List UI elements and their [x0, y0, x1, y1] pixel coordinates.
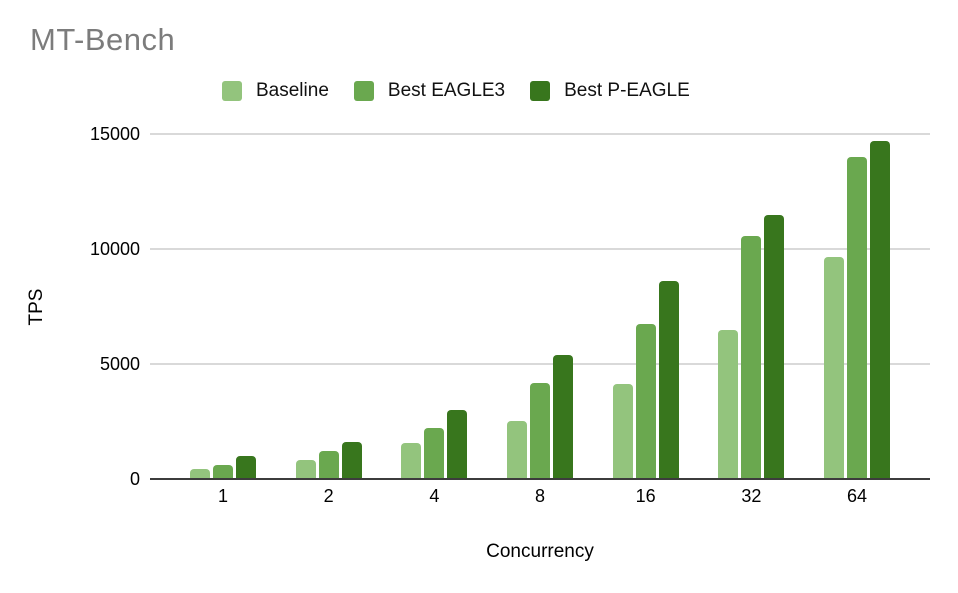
bar-baseline-x1: [190, 469, 210, 479]
legend-label: Best P-EAGLE: [564, 80, 690, 101]
x-tick-label-4: 4: [429, 486, 440, 506]
legend-item-best-eagle3: Best EAGLE3: [353, 80, 506, 102]
legend-swatch-icon: [530, 81, 551, 101]
bar-best-eagle3-x1: [213, 465, 233, 479]
bar-best-p-eagle-x32: [764, 215, 784, 479]
gridline-15000: [150, 133, 930, 135]
y-tick-label-15000: 15000: [89, 124, 140, 144]
legend-swatch-icon: [353, 81, 374, 101]
x-tick-label-8: 8: [534, 486, 545, 506]
bar-best-p-eagle-x8: [553, 355, 573, 479]
chart-title: MT-Bench: [30, 22, 176, 57]
bar-baseline-x4: [401, 443, 421, 479]
bar-baseline-x16: [613, 384, 633, 479]
y-tick-label-0: 0: [129, 469, 140, 489]
x-tick-label-64: 64: [847, 486, 868, 506]
legend-swatch-icon: [222, 81, 242, 101]
x-tick-label-1: 1: [217, 486, 228, 506]
bar-best-p-eagle-x64: [870, 141, 890, 479]
gridline-10000: [150, 248, 930, 250]
bar-best-p-eagle-x16: [659, 281, 679, 479]
legend-item-best-p-eagle: Best P-EAGLE: [530, 80, 690, 102]
y-tick-label-10000: 10000: [89, 239, 140, 259]
bar-best-eagle3-x2: [319, 451, 339, 479]
legend-label: Best EAGLE3: [387, 80, 506, 101]
bar-baseline-x32: [718, 330, 738, 479]
bar-best-p-eagle-x4: [447, 410, 467, 479]
y-axis-title: TPS: [26, 288, 47, 326]
bar-baseline-x8: [507, 421, 527, 479]
x-axis-title: Concurrency: [486, 541, 594, 562]
bar-best-eagle3-x64: [847, 157, 867, 479]
y-tick-label-5000: 5000: [99, 354, 140, 374]
legend-label: Baseline: [256, 80, 329, 101]
chart-legend: Baseline Best EAGLE3 Best P-EAGLE: [222, 80, 690, 102]
x-tick-label-16: 16: [635, 486, 656, 506]
bar-baseline-x2: [296, 460, 316, 479]
x-tick-label-32: 32: [741, 486, 762, 506]
x-tick-label-2: 2: [323, 486, 334, 506]
bar-best-eagle3-x32: [741, 236, 761, 479]
legend-item-baseline: Baseline: [222, 80, 329, 102]
x-axis-line: [150, 478, 930, 480]
bar-best-p-eagle-x2: [342, 442, 362, 479]
bar-best-eagle3-x4: [424, 428, 444, 479]
bar-best-eagle3-x8: [530, 383, 550, 479]
gridline-5000: [150, 363, 930, 365]
bar-best-eagle3-x16: [636, 324, 656, 479]
bar-baseline-x64: [824, 257, 844, 479]
bar-best-p-eagle-x1: [236, 456, 256, 479]
